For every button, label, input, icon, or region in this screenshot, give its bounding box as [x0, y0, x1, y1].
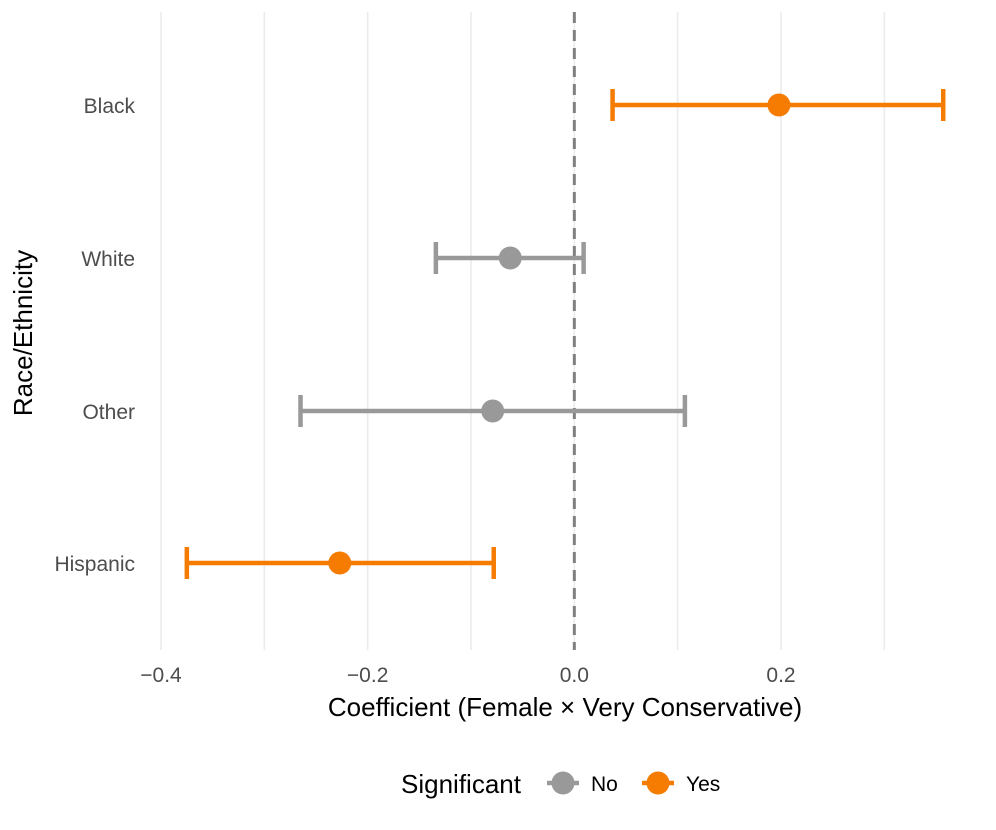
y-tick-labels: Black White Other Hispanic	[54, 95, 135, 576]
legend-entry-no: No	[547, 771, 618, 796]
point-estimate	[328, 551, 352, 575]
legend-entry-yes: Yes	[642, 771, 720, 796]
legend-key-point	[551, 771, 575, 795]
x-tick-labels: −0.4 −0.2 0.0 0.2	[140, 664, 795, 687]
legend-title: Significant	[401, 769, 522, 799]
point-estimate	[481, 399, 505, 423]
x-axis-title: Coefficient (Female × Very Conservative)	[328, 692, 802, 722]
legend: Significant No Yes	[401, 769, 720, 799]
estimate-hispanic	[184, 547, 496, 579]
legend-label: No	[591, 773, 618, 796]
estimate-black	[610, 89, 946, 121]
y-tick-label: Black	[84, 95, 136, 118]
y-tick-label: White	[81, 248, 135, 271]
y-tick-label: Hispanic	[54, 553, 135, 576]
x-tick-label: −0.2	[347, 664, 388, 687]
legend-entries: No Yes	[547, 771, 720, 796]
point-estimate	[767, 93, 791, 117]
legend-key-point	[646, 771, 670, 795]
grid	[160, 12, 886, 650]
estimate-other	[298, 395, 688, 427]
x-tick-label: 0.2	[766, 664, 795, 687]
y-tick-label: Other	[82, 401, 135, 424]
y-axis-title: Race/Ethnicity	[8, 250, 38, 416]
legend-label: Yes	[686, 773, 720, 796]
x-tick-label: 0.0	[560, 664, 589, 687]
point-estimate	[498, 246, 522, 270]
estimate-white	[433, 242, 586, 274]
x-tick-label: −0.4	[140, 664, 182, 687]
data-layer	[184, 89, 946, 579]
